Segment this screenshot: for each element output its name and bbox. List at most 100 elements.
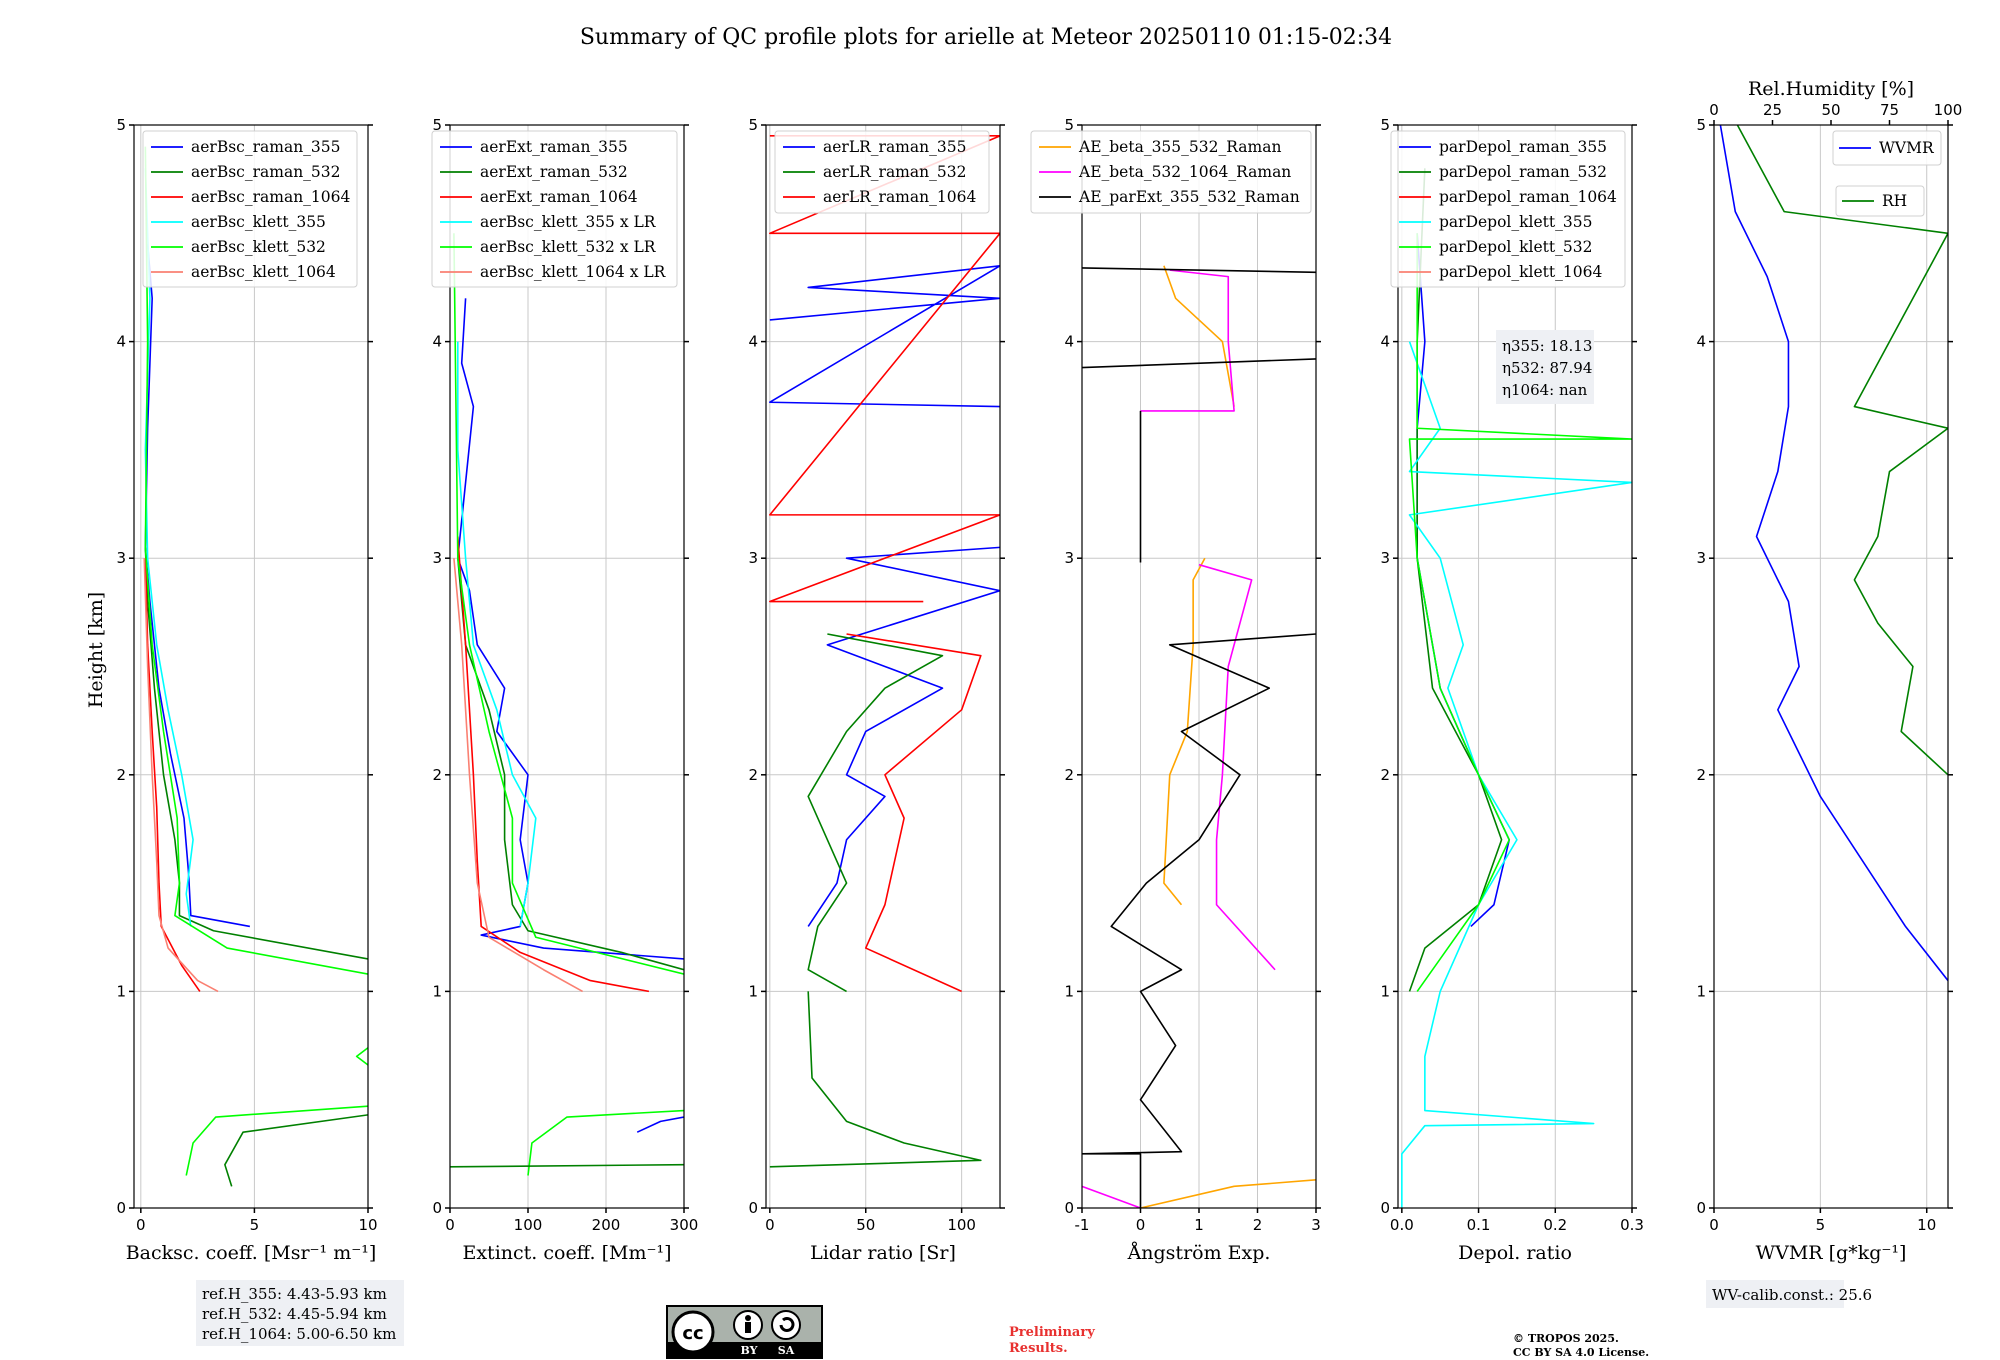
legend-label: aerBsc_klett_355 x LR — [480, 213, 657, 231]
sa-icon-arrow — [779, 1317, 795, 1332]
by-icon-head — [745, 1315, 751, 1321]
series-line-aerBsc_raman_532 — [144, 547, 368, 960]
x-axis-label: Extinct. coeff. [Mm⁻¹] — [462, 1242, 671, 1264]
series-line-aerLR_raman_355 — [769, 264, 1000, 408]
legend-box — [1030, 130, 1312, 214]
y-tick-label: 5 — [1696, 116, 1706, 134]
series-line-aerBsc_klett_355_x_LR — [456, 341, 537, 927]
legend: WVMR RH — [1832, 130, 1942, 217]
top-tick-label: 50 — [1821, 101, 1840, 119]
eta-532: η532: 87.94 — [1502, 359, 1592, 377]
legend-label: WVMR — [1879, 139, 1935, 157]
series-group — [143, 146, 368, 1187]
y-tick-label: 5 — [432, 116, 442, 134]
legend: aerBsc_raman_355 aerBsc_raman_532 aerBsc_r… — [142, 130, 358, 288]
legend-label: aerExt_raman_355 — [480, 138, 628, 156]
cc-license-badge[interactable]: cc BY SA — [666, 1305, 823, 1359]
y-tick-label: 2 — [1064, 766, 1074, 784]
series-line-aerLR_raman_355 — [807, 546, 1000, 927]
legend-label: aerLR_raman_532 — [823, 163, 966, 181]
y-tick-label: 4 — [748, 333, 758, 351]
top-axis-label: Rel.Humidity [%] — [1748, 78, 1914, 100]
legend-label: aerBsc_klett_1064 — [191, 263, 336, 281]
y-tick-label: 0 — [116, 1199, 126, 1217]
x-tick-label: 10 — [1917, 1216, 1936, 1234]
refh-line-3: ref.H_1064: 5.00-6.50 km — [202, 1325, 396, 1343]
series-line-aerLR_raman_532 — [769, 991, 982, 1168]
series-line-aerBsc_klett_532 — [144, 146, 368, 975]
preliminary-line-2: Results. — [1009, 1341, 1068, 1356]
x-tick-label: 0.2 — [1543, 1216, 1567, 1234]
y-tick-label: 1 — [116, 982, 126, 1000]
legend-label: AE_beta_532_1064_Raman — [1078, 163, 1291, 181]
cc-icon — [671, 1310, 715, 1354]
x-tick-label: 50 — [856, 1216, 875, 1234]
series-line-aerBsc_klett_1064_x_LR — [453, 558, 583, 993]
y-tick-label: 0 — [748, 1199, 758, 1217]
series-line-aerExt_raman_355 — [636, 1116, 684, 1133]
series-line-WVMR — [1719, 125, 1948, 982]
x-tick-label: 0 — [1709, 1216, 1719, 1234]
series-line-AE_beta_355_532_Raman — [1163, 265, 1235, 407]
series-line-AE_beta_532_1064_Raman — [1082, 1185, 1141, 1208]
legend-label: aerBsc_klett_355 — [191, 213, 326, 231]
y-axis-label: Height [km] — [85, 592, 107, 708]
y-tick-label: 2 — [432, 766, 442, 784]
refh-line-1: ref.H_355: 4.43-5.93 km — [202, 1285, 387, 1303]
series-line-parDepol_raman_532 — [1408, 168, 1503, 992]
series-group — [450, 233, 684, 1176]
series-line-aerBsc_klett_532_x_LR — [527, 1109, 684, 1176]
y-tick-label: 1 — [748, 982, 758, 1000]
wv-calib-const: WV-calib.const.: 25.6 — [1712, 1286, 1872, 1304]
axes-frame — [133, 124, 369, 1209]
y-tick-label: 3 — [1064, 549, 1074, 567]
y-tick-label: 2 — [748, 766, 758, 784]
eta-1064: η1064: nan — [1502, 381, 1588, 399]
series-line-aerBsc_klett_532 — [355, 1047, 368, 1066]
legend-box — [431, 130, 678, 288]
copyright-line-1: © TROPOS 2025. — [1513, 1332, 1619, 1345]
y-tick-label: 4 — [1696, 333, 1706, 351]
sa-icon — [771, 1310, 801, 1340]
legend-label: parDepol_raman_532 — [1439, 163, 1607, 181]
x-tick-label: 0.3 — [1620, 1216, 1644, 1234]
x-tick-label: 0 — [445, 1216, 455, 1234]
axes-frame — [1397, 124, 1633, 1209]
legend-box — [1835, 185, 1925, 217]
figure-title: Summary of QC profile plots for arielle … — [580, 25, 1392, 50]
top-tick-label: 25 — [1763, 101, 1782, 119]
legend-label: parDepol_raman_355 — [1439, 138, 1607, 156]
panel-backscatter: 0 1 2 3 4 5 0 5 10 Backsc. coeff. [Msr⁻¹ m⁻¹] aerB… — [116, 116, 377, 1264]
series-line-AE_parExt_355_532_Raman — [1082, 633, 1316, 1208]
cc-by-label: BY — [741, 1344, 758, 1357]
x-axis-label: WVMR [g*kg⁻¹] — [1756, 1242, 1907, 1264]
series-line-aerLR_raman_1064 — [846, 633, 982, 993]
series-line-aerExt_raman_355 — [456, 298, 684, 960]
wv-calib-annotation: WV-calib.const.: 25.6 — [1706, 1280, 1872, 1308]
series-line-aerExt_raman_532 — [450, 1163, 684, 1168]
x-tick-label: 10 — [358, 1216, 377, 1234]
y-tick-label: 0 — [432, 1199, 442, 1217]
y-tick-label: 4 — [1380, 333, 1390, 351]
panel-depol: 0 1 2 3 4 5 0.0 0.1 0.2 0.3 Depol. ratio parDepol_r… — [1380, 116, 1643, 1264]
refh-annotation: ref.H_355: 4.43-5.93 km ref.H_532: 4.45-… — [196, 1280, 404, 1346]
x-tick-label: 300 — [670, 1216, 699, 1234]
y-tick-label: 1 — [1380, 982, 1390, 1000]
panel-extinction: 0 1 2 3 4 5 0 100 200 300 Extinct. coeff. [Mm⁻¹] ae… — [431, 116, 699, 1264]
series-group — [769, 135, 1000, 1168]
copyright-line-2: CC BY SA 4.0 License. — [1513, 1346, 1649, 1359]
legend: aerExt_raman_355 aerExt_raman_532 aerExt_r… — [431, 130, 678, 288]
x-tick-label: 100 — [514, 1216, 543, 1234]
legend-label: parDepol_klett_532 — [1439, 238, 1592, 256]
legend-label: parDepol_klett_1064 — [1439, 263, 1602, 281]
legend-label: RH — [1882, 192, 1907, 210]
legend: parDepol_raman_355 parDepol_raman_532 parD… — [1390, 130, 1626, 288]
legend-box — [1390, 130, 1626, 288]
series-group — [1719, 125, 1948, 982]
series-group — [1401, 168, 1632, 1208]
y-tick-label: 5 — [1064, 116, 1074, 134]
y-tick-label: 5 — [116, 116, 126, 134]
y-tick-label: 3 — [748, 549, 758, 567]
